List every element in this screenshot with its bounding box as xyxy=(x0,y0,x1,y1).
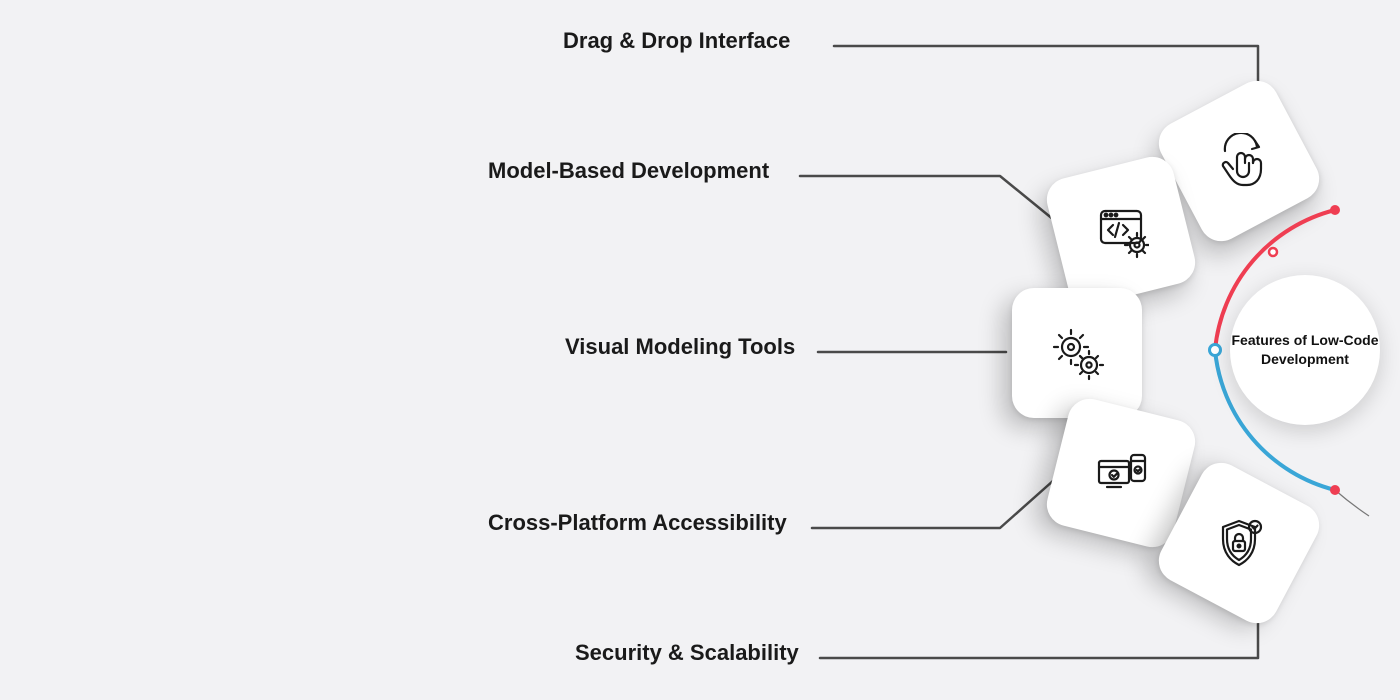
connector-cross-platform xyxy=(812,480,1054,528)
petal-visual-modeling xyxy=(1012,288,1142,418)
code-gear-icon xyxy=(1093,203,1149,259)
hub-title: Features of Low-Code Development xyxy=(1230,331,1380,369)
touch-swipe-icon xyxy=(1211,133,1267,189)
feature-label-security: Security & Scalability xyxy=(575,640,799,666)
shield-lock-icon xyxy=(1211,515,1267,571)
gears-icon xyxy=(1049,325,1105,381)
devices-check-icon xyxy=(1093,445,1149,501)
feature-label-visual-modeling: Visual Modeling Tools xyxy=(565,334,795,360)
infographic-stage: Features of Low-Code Development Drag & … xyxy=(0,0,1400,700)
connector-security xyxy=(820,602,1258,658)
feature-label-model-based: Model-Based Development xyxy=(488,158,769,184)
connector-drag-drop xyxy=(834,46,1258,100)
feature-label-cross-platform: Cross-Platform Accessibility xyxy=(488,510,787,536)
center-hub: Features of Low-Code Development xyxy=(1230,275,1380,425)
connector-model-based xyxy=(800,176,1054,220)
feature-label-drag-drop: Drag & Drop Interface xyxy=(563,28,790,54)
